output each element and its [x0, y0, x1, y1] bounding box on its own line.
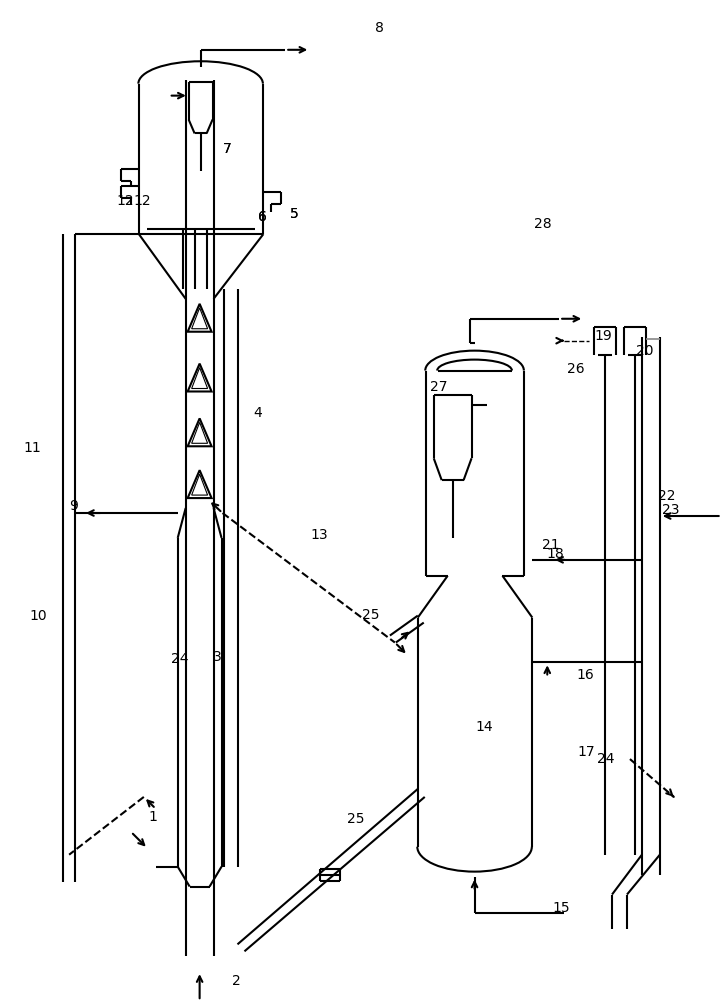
Text: 12: 12	[116, 194, 134, 208]
Text: 9: 9	[69, 499, 78, 513]
Text: 25: 25	[362, 608, 380, 622]
Text: 25: 25	[347, 812, 364, 826]
Text: 12: 12	[134, 194, 152, 208]
Text: 24: 24	[171, 652, 188, 666]
Text: 28: 28	[534, 217, 552, 231]
Text: 3: 3	[213, 650, 221, 664]
Text: 8: 8	[375, 21, 384, 35]
Text: 6: 6	[258, 210, 268, 224]
Text: 19: 19	[594, 329, 612, 343]
Text: 5: 5	[290, 207, 299, 221]
Text: 17: 17	[577, 745, 595, 759]
Text: 1: 1	[149, 810, 158, 824]
Text: 18: 18	[547, 547, 564, 561]
Text: 21: 21	[542, 538, 560, 552]
Text: 5: 5	[290, 207, 299, 221]
Text: 7: 7	[223, 142, 231, 156]
Text: 22: 22	[658, 489, 675, 503]
Text: 11: 11	[23, 441, 41, 455]
Text: 27: 27	[429, 380, 448, 394]
Text: 15: 15	[552, 901, 570, 915]
Text: 4: 4	[254, 406, 262, 420]
Text: 14: 14	[476, 720, 493, 734]
Text: 7: 7	[223, 142, 231, 156]
Text: 2: 2	[233, 974, 241, 988]
Text: 24: 24	[597, 752, 615, 766]
Text: 6: 6	[258, 210, 268, 224]
Text: 23: 23	[662, 503, 680, 517]
Text: 26: 26	[568, 362, 585, 376]
Text: 13: 13	[310, 528, 328, 542]
Text: 10: 10	[30, 609, 47, 623]
Text: 20: 20	[636, 344, 654, 358]
Text: 16: 16	[576, 668, 594, 682]
